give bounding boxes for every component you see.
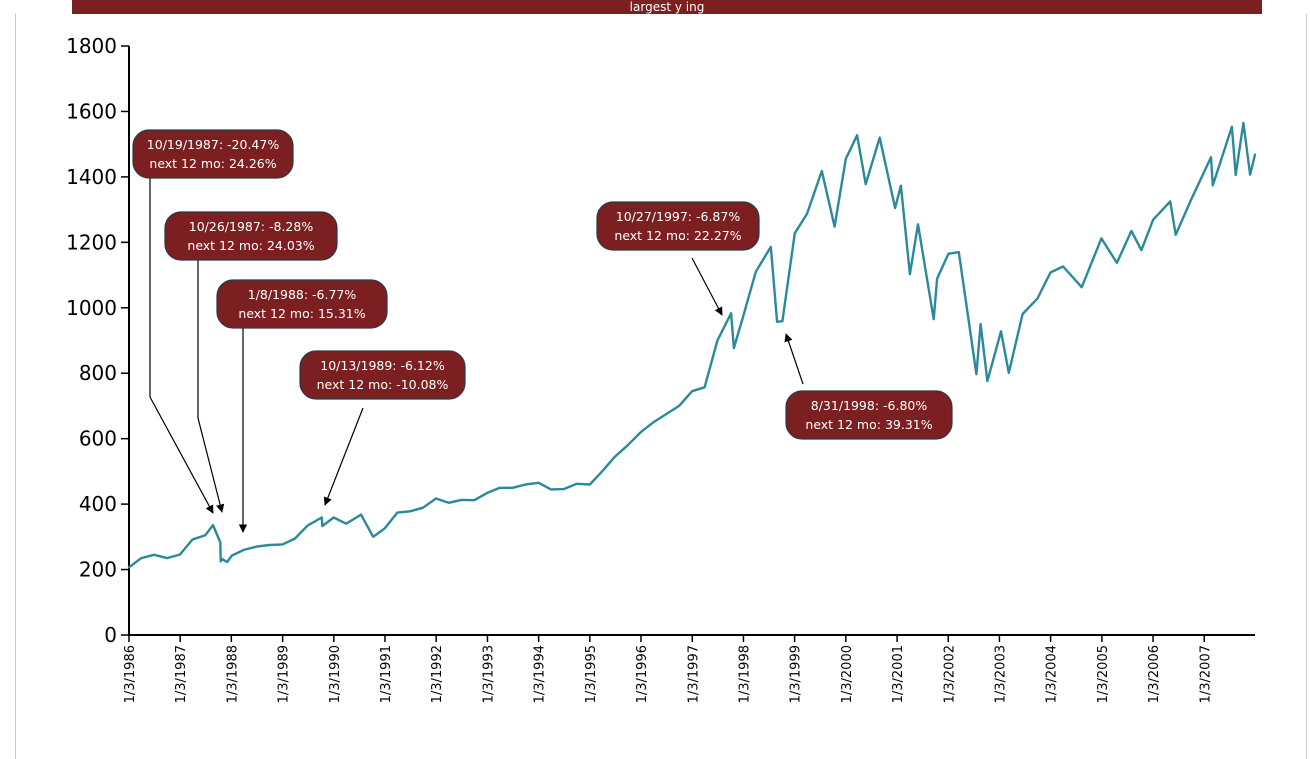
callout-line1: 10/19/1987: -20.47% bbox=[147, 137, 280, 152]
x-tick-label: 1/3/1993 bbox=[481, 645, 496, 703]
x-tick-label: 1/3/1992 bbox=[430, 645, 445, 703]
y-tick-label: 0 bbox=[104, 623, 117, 647]
plot-frame bbox=[15, 14, 1307, 759]
y-tick-label: 600 bbox=[79, 427, 117, 451]
callout-background bbox=[216, 279, 388, 329]
x-tick-label: 1/3/2007 bbox=[1198, 645, 1213, 703]
series-layer bbox=[127, 121, 1257, 569]
callout-box: 1/8/1988: -6.77% next 12 mo: 15.31% bbox=[216, 279, 388, 329]
x-tick-label: 1/3/1996 bbox=[635, 645, 650, 703]
callout-box: 10/27/1997: -6.87% next 12 mo: 22.27% bbox=[596, 201, 760, 251]
x-tick-label: 1/3/2006 bbox=[1147, 645, 1162, 703]
callout-arrows bbox=[149, 172, 804, 533]
callout-line2: next 12 mo: 24.26% bbox=[149, 156, 276, 171]
chart-title-bar: largest y ing bbox=[72, 0, 1262, 14]
callout-line1: 1/8/1988: -6.77% bbox=[248, 287, 357, 302]
x-tick-label: 1/3/1999 bbox=[789, 645, 804, 703]
callouts: 10/19/1987: -20.47%next 12 mo: 24.26%10/… bbox=[132, 129, 953, 440]
callout-arrow bbox=[784, 333, 804, 385]
x-tick-label: 1/3/2002 bbox=[942, 645, 957, 703]
callout-arrow bbox=[323, 407, 364, 506]
y-tick-label: 1200 bbox=[66, 230, 117, 254]
y-tick-label: 400 bbox=[79, 492, 117, 516]
callout-line1: 10/27/1997: -6.87% bbox=[616, 209, 741, 224]
callout-arrow bbox=[691, 257, 723, 316]
x-tick-label: 1/3/1995 bbox=[584, 645, 599, 703]
callout-background bbox=[785, 390, 953, 440]
callout-line2: next 12 mo: 24.03% bbox=[187, 238, 314, 253]
callout-line1: 8/31/1998: -6.80% bbox=[811, 398, 928, 413]
x-tick-label: 1/3/2003 bbox=[993, 645, 1008, 703]
callout-line2: next 12 mo: 15.31% bbox=[238, 306, 365, 321]
series-line bbox=[127, 121, 1257, 569]
callout-arrow bbox=[197, 243, 225, 513]
callout-box: 10/19/1987: -20.47% next 12 mo: 24.26% bbox=[132, 129, 294, 179]
y-tick-label: 1400 bbox=[66, 165, 117, 189]
callout-arrow bbox=[149, 172, 214, 514]
x-tick-label: 1/3/2005 bbox=[1096, 645, 1111, 703]
x-tick-label: 1/3/1986 bbox=[123, 645, 138, 703]
callout-background bbox=[132, 129, 294, 179]
x-tick-label: 1/3/1998 bbox=[737, 645, 752, 703]
callout-line2: next 12 mo: 39.31% bbox=[805, 417, 932, 432]
x-tick-label: 1/3/1988 bbox=[225, 645, 240, 703]
y-tick-label: 1800 bbox=[66, 34, 117, 58]
x-tick-label: 1/3/2004 bbox=[1045, 645, 1060, 703]
x-tick-label: 1/3/1990 bbox=[328, 645, 343, 703]
x-tick-label: 1/3/1991 bbox=[379, 645, 394, 703]
title-fragment: largest y ing bbox=[629, 0, 705, 14]
callout-background bbox=[164, 211, 338, 261]
callout-background bbox=[299, 350, 466, 400]
x-tick-label: 1/3/1997 bbox=[686, 645, 701, 703]
y-tick-label: 800 bbox=[79, 361, 117, 385]
y-axis-ticks: 0 200 400 600 800 1000 1200 1400 1600 1800 bbox=[66, 34, 129, 647]
callout-line2: next 12 mo: -10.08% bbox=[317, 377, 449, 392]
callout-box: 8/31/1998: -6.80% next 12 mo: 39.31% bbox=[785, 390, 953, 440]
callout-line1: 10/26/1987: -8.28% bbox=[189, 219, 314, 234]
axes bbox=[128, 46, 1255, 636]
y-tick-label: 1600 bbox=[66, 99, 117, 123]
callout-background bbox=[596, 201, 760, 251]
x-tick-label: 1/3/2001 bbox=[891, 645, 906, 703]
y-tick-label: 200 bbox=[79, 558, 117, 582]
x-tick-label: 1/3/2000 bbox=[840, 645, 855, 703]
callout-line1: 10/13/1989: -6.12% bbox=[320, 358, 445, 373]
x-axis-ticks: 1/3/1986 1/3/1987 1/3/1988 1/3/1989 1/3/1990… bbox=[123, 635, 1213, 703]
callout-line2: next 12 mo: 22.27% bbox=[614, 228, 741, 243]
x-tick-label: 1/3/1987 bbox=[174, 645, 189, 703]
callout-box: 10/26/1987: -8.28% next 12 mo: 24.03% bbox=[164, 211, 338, 261]
x-tick-label: 1/3/1994 bbox=[533, 645, 548, 703]
x-tick-label: 1/3/1989 bbox=[277, 645, 292, 703]
y-tick-label: 1000 bbox=[66, 296, 117, 320]
callout-box: 10/13/1989: -6.12% next 12 mo: -10.08% bbox=[299, 350, 466, 400]
